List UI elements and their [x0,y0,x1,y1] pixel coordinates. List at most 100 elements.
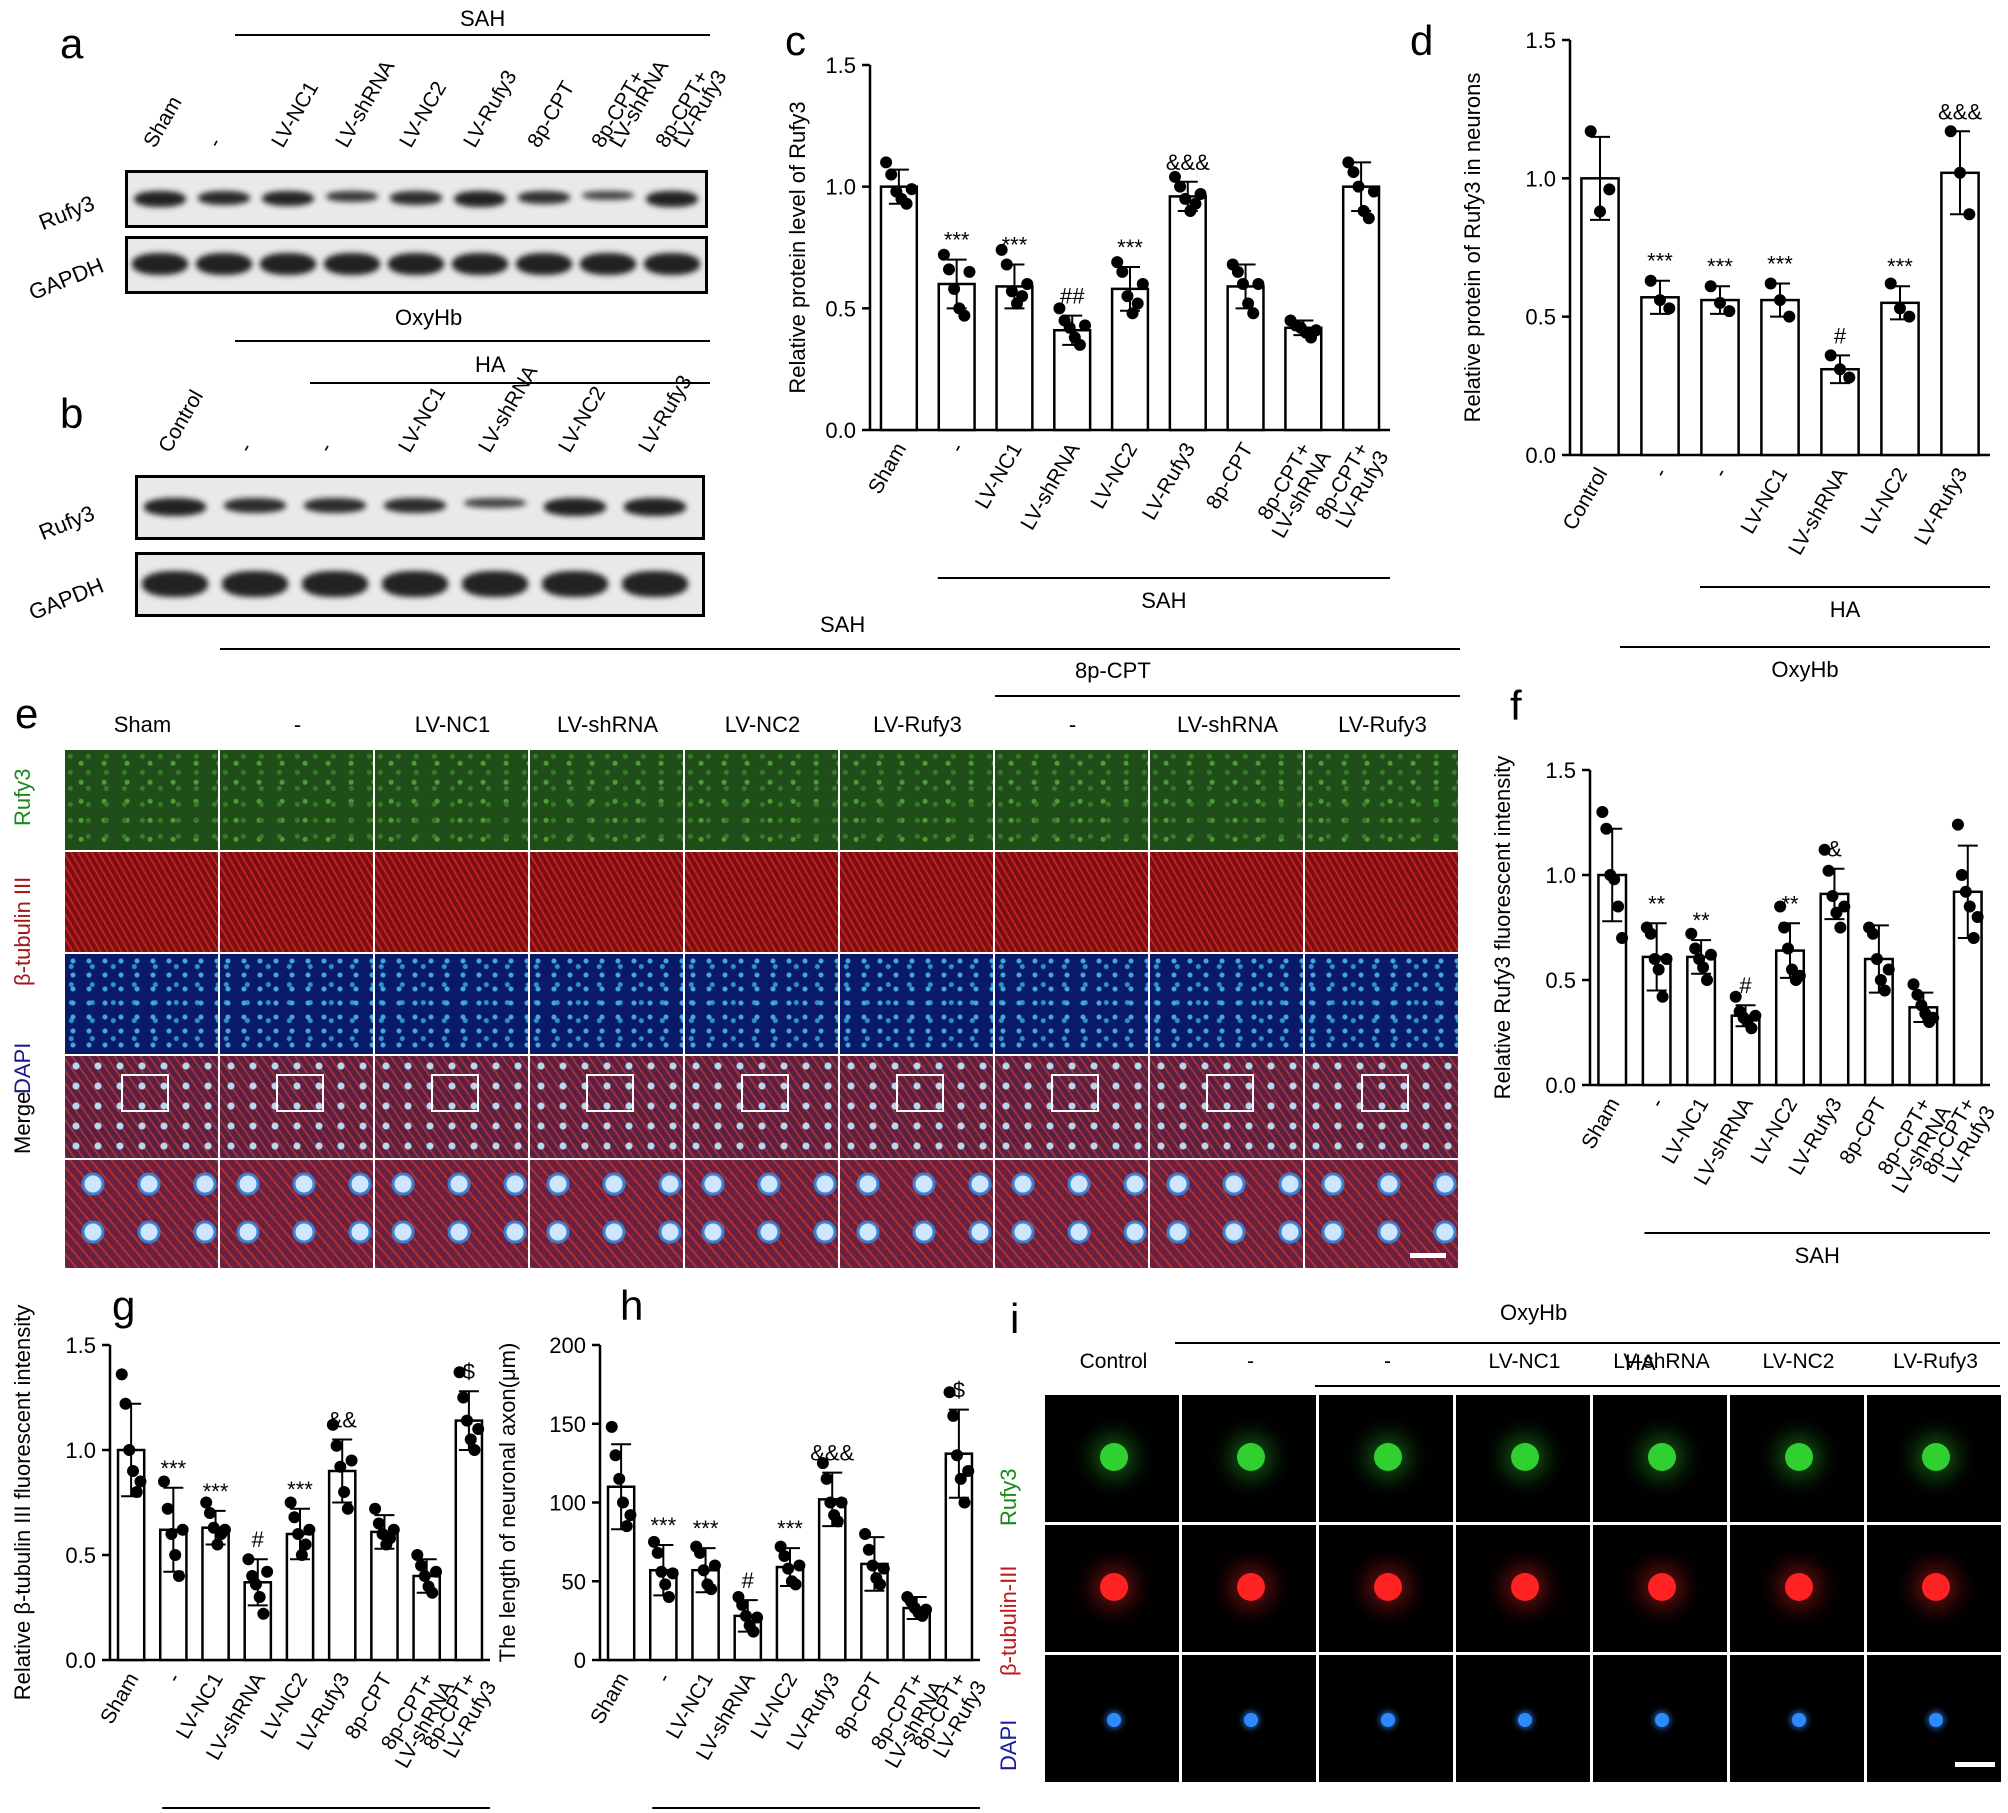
if-e-image [375,1056,528,1158]
zoom-box [740,1074,789,1112]
if-e-image [1150,852,1303,952]
neuron-body [1921,1573,1950,1601]
data-point [943,1386,956,1399]
if-e-image [1305,1056,1458,1158]
data-point [1793,969,1806,982]
significance-label: # [742,1568,755,1593]
category-label: LV-Rufy3 [1910,464,1972,549]
data-point [647,1535,660,1548]
data-point [651,1546,664,1559]
y-tick-label: 100 [549,1491,586,1516]
data-point [303,1523,316,1536]
data-point [1963,208,1976,221]
if-i-row-label-rufy3: Rufy3 [996,1468,1021,1526]
data-point [778,1550,791,1563]
data-point [1342,156,1355,169]
if-i-row-label-tubulin: β-tubulin-III [996,1565,1021,1676]
data-point [751,1611,764,1624]
data-point [1737,1011,1750,1024]
neuron-body [1099,1443,1128,1471]
blot-a-row-label-rufy3: Rufy3 [35,190,98,236]
data-point [920,1603,933,1616]
data-point [1005,285,1018,298]
blot-band [326,191,378,203]
if-e-column-label: LV-Rufy3 [1338,712,1427,737]
blot-band [454,191,506,207]
data-point [246,1570,259,1582]
nucleus [1243,1713,1258,1727]
if-i-image [1867,1395,2001,1522]
if-i-image [1182,1395,1316,1522]
lane-label: - [203,133,227,152]
data-point [785,1575,798,1588]
y-tick-label: 0.5 [825,296,856,321]
lane-label: - [314,438,338,457]
data-point [295,1549,308,1561]
if-i-image [1456,1525,1590,1652]
data-point [461,1414,474,1427]
data-point [1189,197,1202,210]
panel-letter-i: i [1010,1295,1020,1342]
bar [1110,287,1150,432]
data-point [1745,1022,1758,1035]
if-e-image [1150,750,1303,850]
y-tick-label: 1.0 [1525,166,1556,191]
category-label: LV-Rufy3 [1138,439,1200,524]
data-point [372,1517,385,1530]
data-point [1693,953,1706,965]
bar [937,282,976,432]
data-point [1967,932,1980,944]
y-tick-label: 1.0 [1545,863,1576,888]
data-point [732,1591,745,1603]
blot-a-bottom-line [235,340,710,342]
significance-label: # [1834,323,1847,348]
zoom-box [1050,1074,1099,1112]
data-point [1863,921,1876,934]
if-e-column-label: LV-Rufy3 [873,712,962,737]
category-label: - [946,439,969,457]
data-point [1663,302,1676,315]
category-label: 8p-CPT [1835,1094,1891,1168]
data-point [1058,314,1071,327]
bar [860,1562,889,1662]
data-point [157,1475,170,1488]
data-point [1603,183,1616,196]
bar [691,1568,720,1662]
blot-band [132,253,188,275]
zoom-box [120,1074,169,1112]
if-e-image [685,954,838,1054]
data-point [912,1606,925,1619]
blot-band [580,253,636,275]
data-point [203,1507,216,1519]
category-label: LV-NC2 [746,1669,802,1743]
significance-label: $ [953,1378,965,1403]
significance-label: *** [1117,235,1143,260]
category-label: LV-Rufy3 [1938,1102,2000,1187]
if-e-image [1305,954,1458,1054]
data-point [369,1502,382,1515]
data-point [616,1496,629,1509]
neuron-body [1099,1573,1128,1601]
chart-h: h 0 50 100 150 200 The length of neuronal axon… [495,1282,991,1809]
if-e-column-label: LV-shRNA [556,712,659,737]
data-point [1011,297,1024,310]
data-point [1289,319,1302,332]
data-point [1818,843,1831,856]
data-point [697,1564,710,1577]
bar [1597,873,1628,1087]
data-point [951,1449,964,1462]
category-label: LV-shRNA [1268,447,1336,542]
blot-band [324,253,380,275]
data-point [885,168,898,181]
if-i-column-label: LV-NC2 [1762,1350,1835,1373]
if-e-image [220,852,373,952]
category-label: 8p-CPT [831,1669,887,1743]
blot-band [646,191,698,207]
if-e-image [840,852,993,952]
nucleus [1380,1713,1395,1727]
chart-g: g 0.0 0.5 1.0 1.5 Relative β-tubulin III fluo… [10,1282,501,1809]
y-tick-label: 0.0 [65,1648,96,1673]
data-point [958,1496,971,1509]
data-point [130,1486,143,1498]
data-point [1878,984,1891,997]
